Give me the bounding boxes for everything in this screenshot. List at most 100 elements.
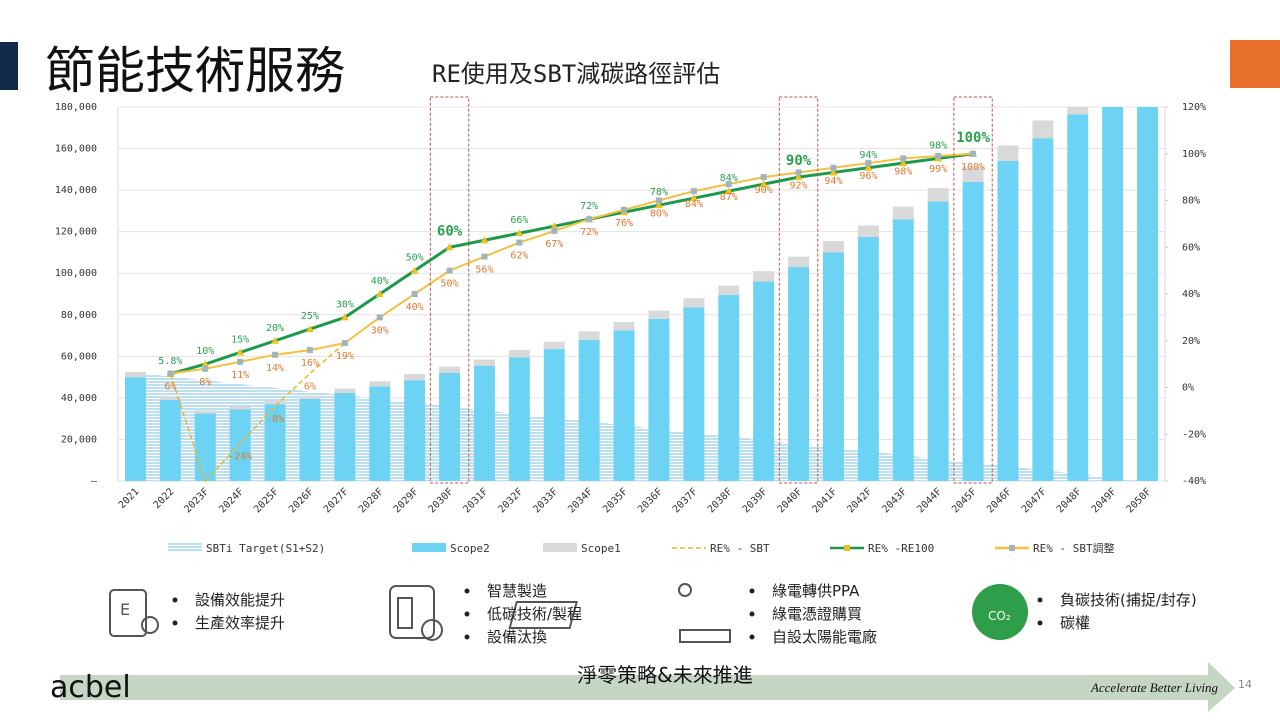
marker bbox=[202, 365, 209, 372]
bar bbox=[648, 318, 670, 481]
data-label: -24% bbox=[228, 452, 252, 463]
x-tick-label: 2037F bbox=[671, 486, 700, 515]
title-marker bbox=[0, 42, 18, 90]
x-tick-label: 2032F bbox=[496, 486, 525, 515]
data-label: 66% bbox=[510, 215, 528, 226]
data-label: 100% bbox=[961, 162, 985, 173]
legend-marker bbox=[844, 545, 850, 551]
y-tick-label: – bbox=[91, 476, 98, 487]
data-label: 90% bbox=[755, 185, 773, 196]
legend-swatch bbox=[543, 543, 577, 552]
marker bbox=[689, 194, 698, 202]
marker bbox=[341, 340, 348, 347]
marker bbox=[760, 174, 767, 181]
svg-text:CO₂: CO₂ bbox=[988, 609, 1011, 623]
marker bbox=[655, 197, 662, 204]
marker bbox=[271, 336, 280, 344]
bar bbox=[439, 366, 461, 373]
highlight-box bbox=[429, 96, 470, 484]
bar bbox=[229, 406, 251, 410]
data-label: 87% bbox=[720, 192, 738, 203]
bar bbox=[1137, 45, 1158, 66]
legend-label: SBTi Target(S1+S2) bbox=[206, 542, 325, 555]
bar bbox=[613, 322, 635, 331]
strategy-item: 碳權 bbox=[1060, 614, 1090, 632]
data-label: 25% bbox=[301, 311, 319, 322]
bar bbox=[124, 371, 146, 378]
data-label: 16% bbox=[301, 358, 319, 369]
plot bbox=[124, 45, 1159, 482]
y2-tick-label: 20% bbox=[1182, 336, 1200, 347]
bar bbox=[822, 252, 844, 481]
data-label: 10% bbox=[196, 346, 214, 357]
bar bbox=[369, 386, 391, 481]
x-tick-label: 2048F bbox=[1055, 486, 1084, 515]
bullet bbox=[172, 597, 178, 603]
y2-tick-label: 0% bbox=[1182, 383, 1194, 394]
marker bbox=[340, 313, 349, 321]
bar bbox=[299, 398, 321, 481]
x-tick-label: 2033F bbox=[531, 486, 560, 515]
bar bbox=[648, 310, 670, 319]
marker bbox=[201, 360, 210, 368]
bar bbox=[508, 350, 530, 358]
bar bbox=[788, 256, 810, 267]
legend-marker bbox=[1009, 545, 1015, 551]
data-label: 15% bbox=[231, 334, 249, 345]
strategy-item: 生產效率提升 bbox=[195, 614, 285, 632]
bar bbox=[194, 413, 216, 481]
marker bbox=[515, 229, 524, 237]
y2-tick-label: -20% bbox=[1182, 429, 1206, 440]
x-tick-label: 2043F bbox=[880, 486, 909, 515]
y2-tick-label: 80% bbox=[1182, 196, 1200, 207]
bullet bbox=[1037, 620, 1043, 626]
marker bbox=[237, 358, 244, 365]
data-label: 94% bbox=[824, 176, 842, 187]
bar bbox=[997, 161, 1019, 481]
marker bbox=[446, 267, 453, 274]
data-label: 90% bbox=[786, 153, 812, 169]
bar bbox=[543, 341, 565, 350]
x-tick-label: 2029F bbox=[392, 486, 421, 515]
data-label: 84% bbox=[720, 173, 738, 184]
bullet bbox=[749, 611, 755, 617]
legend-swatch bbox=[168, 543, 202, 552]
line bbox=[170, 152, 974, 375]
strategy-item: 設備效能提升 bbox=[195, 591, 285, 609]
legend-swatch bbox=[412, 543, 446, 552]
marker bbox=[551, 227, 558, 234]
marker bbox=[795, 169, 802, 176]
bar bbox=[857, 236, 879, 481]
bar bbox=[927, 201, 949, 482]
bar bbox=[1102, 70, 1123, 91]
bar bbox=[1032, 120, 1054, 139]
marker bbox=[445, 243, 454, 251]
data-label: -8% bbox=[266, 414, 284, 425]
svg-text:E: E bbox=[120, 600, 130, 619]
bar bbox=[578, 339, 600, 481]
marker bbox=[759, 180, 768, 188]
y2-tick-label: 100% bbox=[1182, 149, 1206, 160]
marker bbox=[306, 347, 313, 354]
marker bbox=[410, 266, 419, 274]
bar bbox=[927, 188, 949, 202]
marker bbox=[690, 188, 697, 195]
x-tick-label: 2030F bbox=[427, 486, 456, 515]
bar bbox=[334, 392, 356, 481]
bar bbox=[753, 281, 775, 481]
y2-tick-label: -40% bbox=[1182, 476, 1206, 487]
x-tick-label: 2035F bbox=[601, 486, 630, 515]
bar bbox=[683, 307, 705, 481]
banner: 淨零策略&未來推進 bbox=[577, 663, 753, 687]
title: 節能技術服務 bbox=[45, 42, 345, 100]
target-area bbox=[135, 372, 1148, 481]
data-label: 62% bbox=[510, 251, 528, 262]
bullet bbox=[464, 634, 470, 640]
marker bbox=[480, 236, 489, 244]
marker bbox=[516, 239, 523, 246]
bar bbox=[822, 241, 844, 253]
banner-arrow bbox=[60, 662, 1235, 712]
strategy-item: 設備汰換 bbox=[487, 628, 547, 646]
data-label: 30% bbox=[371, 325, 389, 336]
bar bbox=[473, 365, 495, 481]
